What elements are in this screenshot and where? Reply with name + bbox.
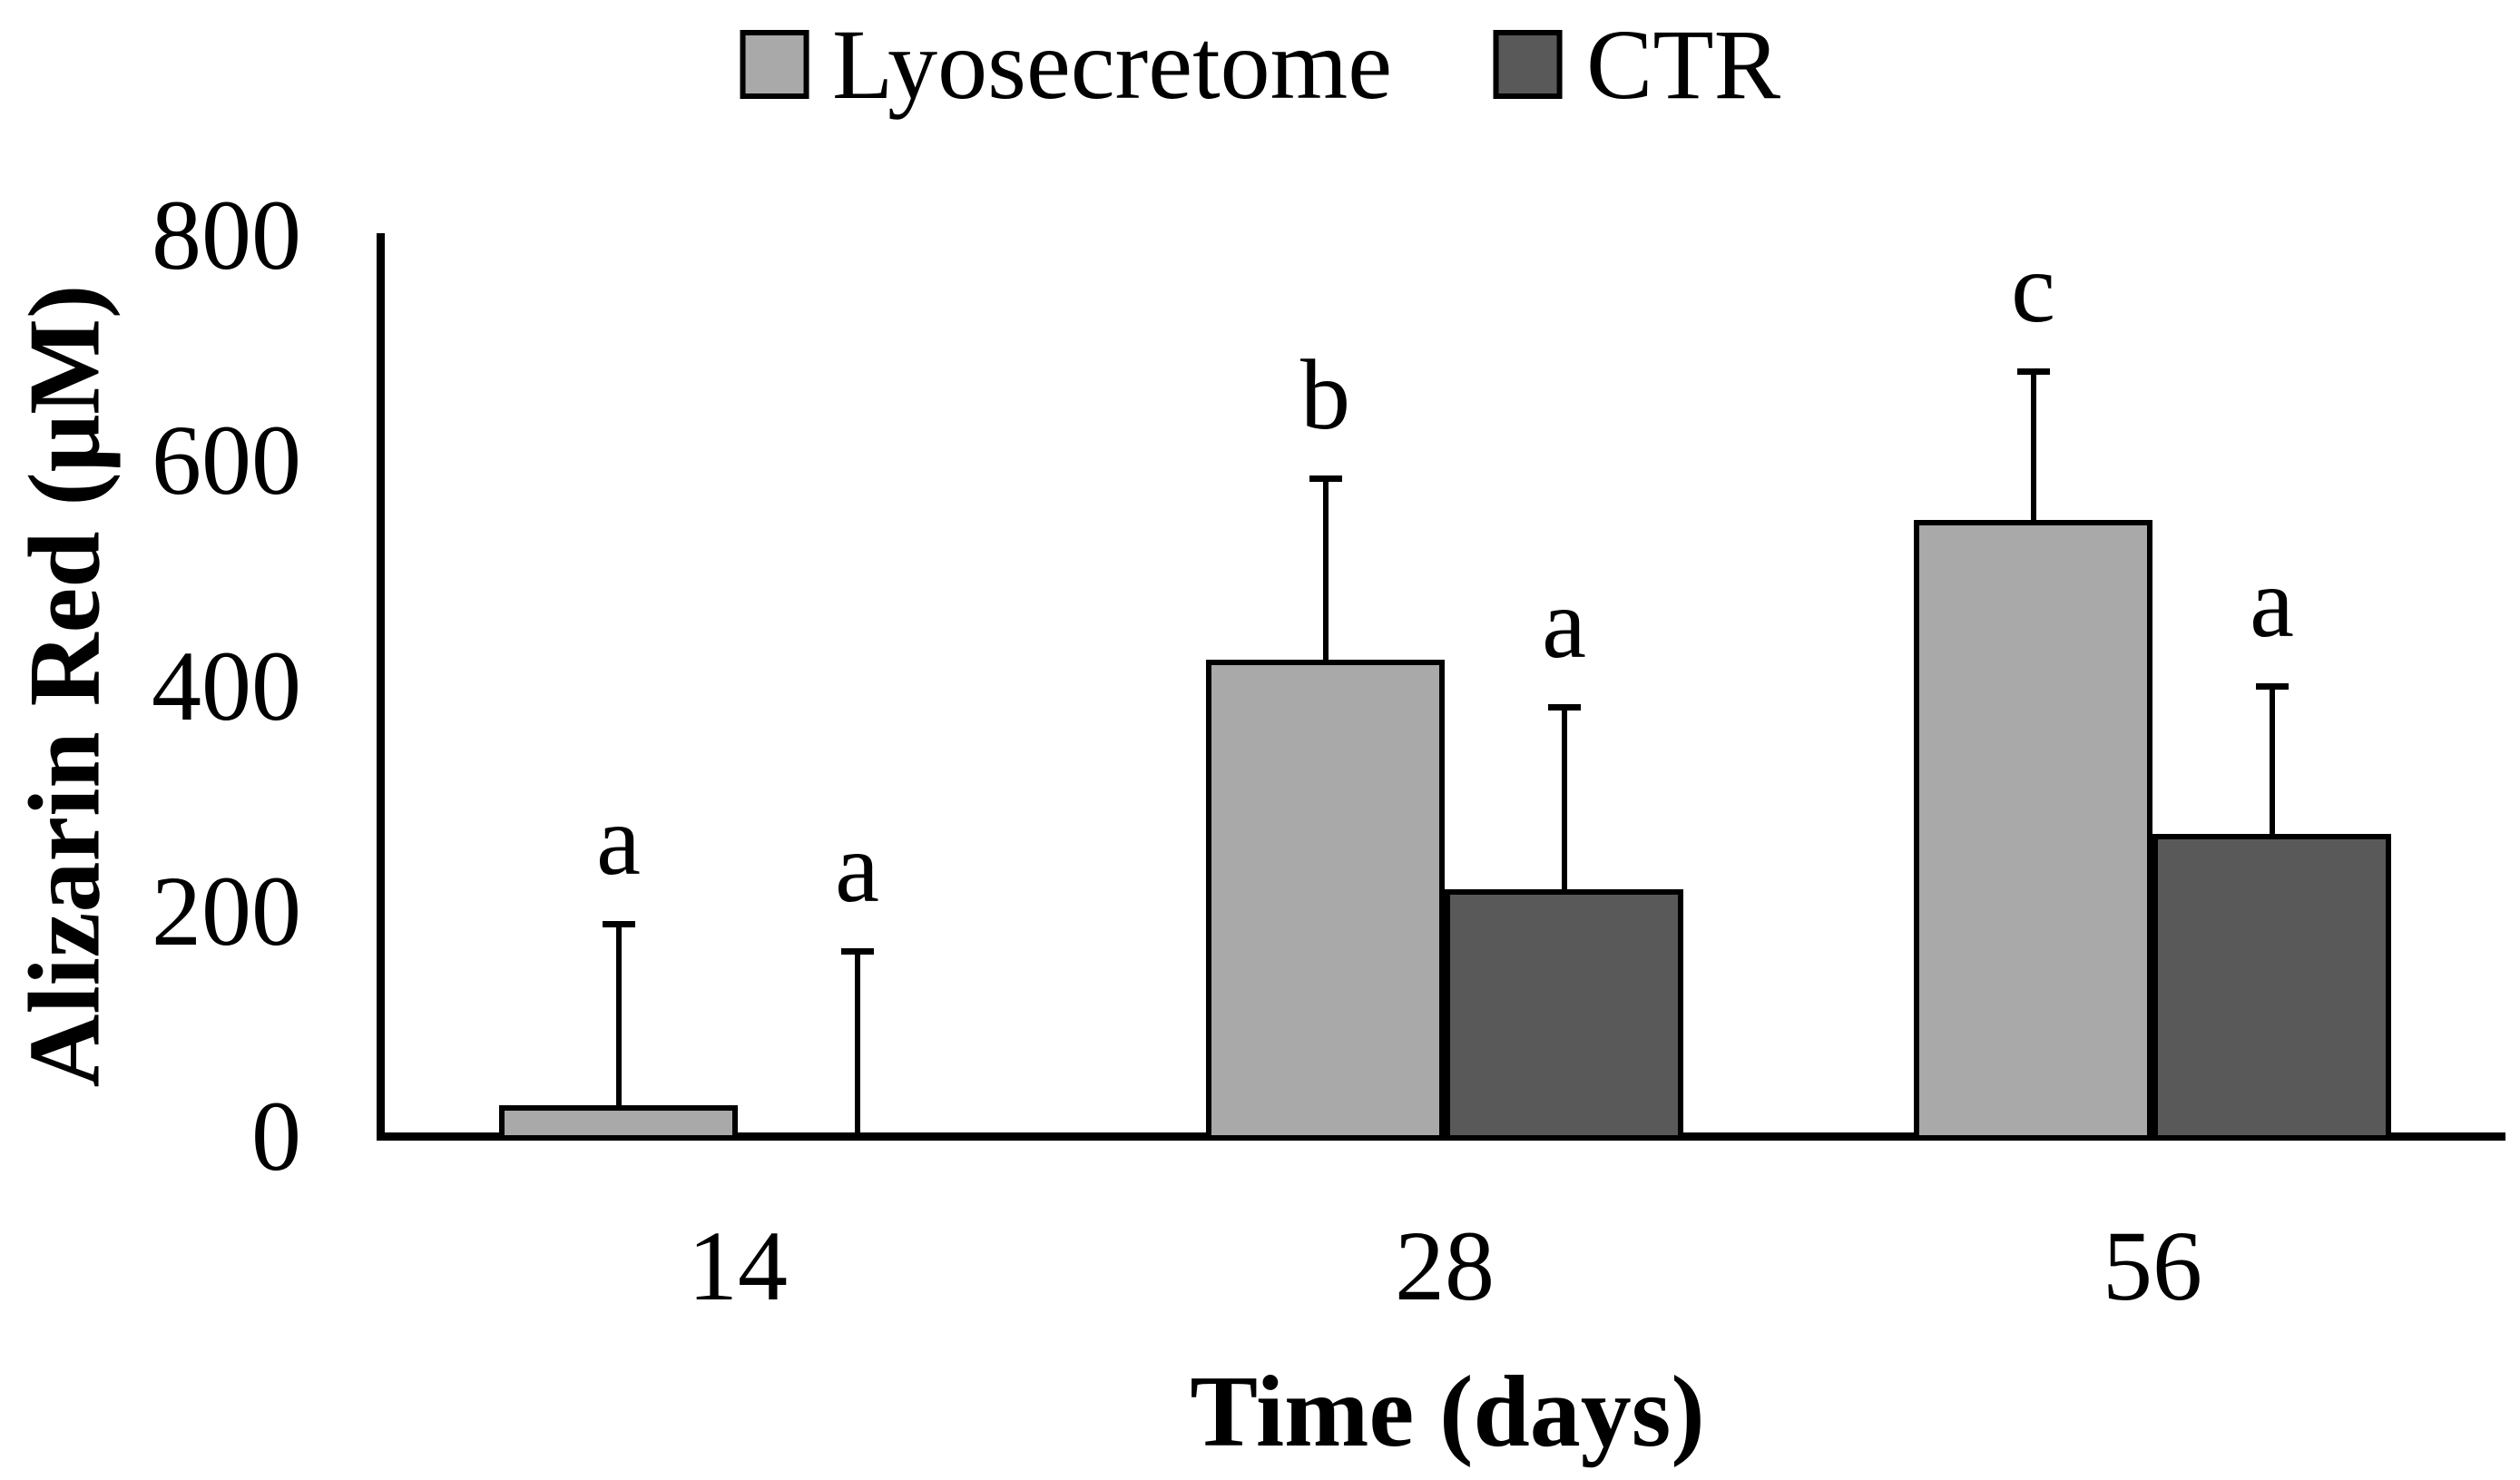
significance-letter-lyosecretome-day28: b <box>1300 338 1350 450</box>
x-axis-title: Time (days) <box>1190 1356 1705 1468</box>
significance-letter-lyosecretome-day56: c <box>2011 231 2055 343</box>
legend-label-ctr: CTR <box>1586 9 1780 120</box>
bar-lyosecretome-day56 <box>1914 520 2152 1141</box>
y-tick-label-800: 800 <box>152 180 301 290</box>
legend-swatch-lyosecretome <box>740 30 809 99</box>
error-bar-lyosecretome-day28 <box>1322 475 1329 660</box>
significance-letter-ctr-day14: a <box>835 811 879 923</box>
error-cap-lyosecretome-day14 <box>602 921 635 928</box>
bar-lyosecretome-day28 <box>1206 659 1445 1141</box>
significance-letter-ctr-day56: a <box>2250 547 2294 659</box>
y-tick-label-400: 400 <box>152 630 301 741</box>
bar-lyosecretome-day14 <box>499 1105 738 1141</box>
significance-letter-ctr-day28: a <box>1542 567 1586 679</box>
x-tick-label-28: 28 <box>1395 1210 1495 1321</box>
y-tick-label-0: 0 <box>251 1081 301 1191</box>
error-cap-lyosecretome-day56 <box>2016 368 2050 375</box>
legend-item-lyosecretome: Lyosecretome <box>740 15 1392 114</box>
chart-legend: Lyosecretome CTR <box>740 15 1780 114</box>
legend-item-ctr: CTR <box>1494 15 1780 114</box>
bar-ctr-day28 <box>1445 889 1683 1141</box>
error-bar-ctr-day14 <box>854 948 860 1136</box>
legend-swatch-ctr <box>1494 30 1564 99</box>
error-bar-ctr-day56 <box>2269 684 2275 835</box>
error-bar-ctr-day28 <box>1561 704 1567 890</box>
y-axis-line <box>377 233 385 1141</box>
legend-label-lyosecretome: Lyosecretome <box>832 9 1393 120</box>
significance-letter-lyosecretome-day14: a <box>596 785 641 897</box>
x-tick-label-56: 56 <box>2103 1210 2202 1321</box>
error-cap-ctr-day14 <box>840 947 874 955</box>
error-bar-lyosecretome-day56 <box>2030 368 2036 521</box>
y-tick-label-600: 600 <box>152 405 301 516</box>
error-cap-ctr-day56 <box>2255 683 2289 691</box>
error-cap-ctr-day28 <box>1547 703 1581 711</box>
y-tick-label-200: 200 <box>152 855 301 966</box>
x-tick-label-14: 14 <box>688 1210 788 1321</box>
bar-ctr-day56 <box>2152 834 2391 1141</box>
error-bar-lyosecretome-day14 <box>615 922 622 1106</box>
error-cap-lyosecretome-day28 <box>1309 475 1342 482</box>
